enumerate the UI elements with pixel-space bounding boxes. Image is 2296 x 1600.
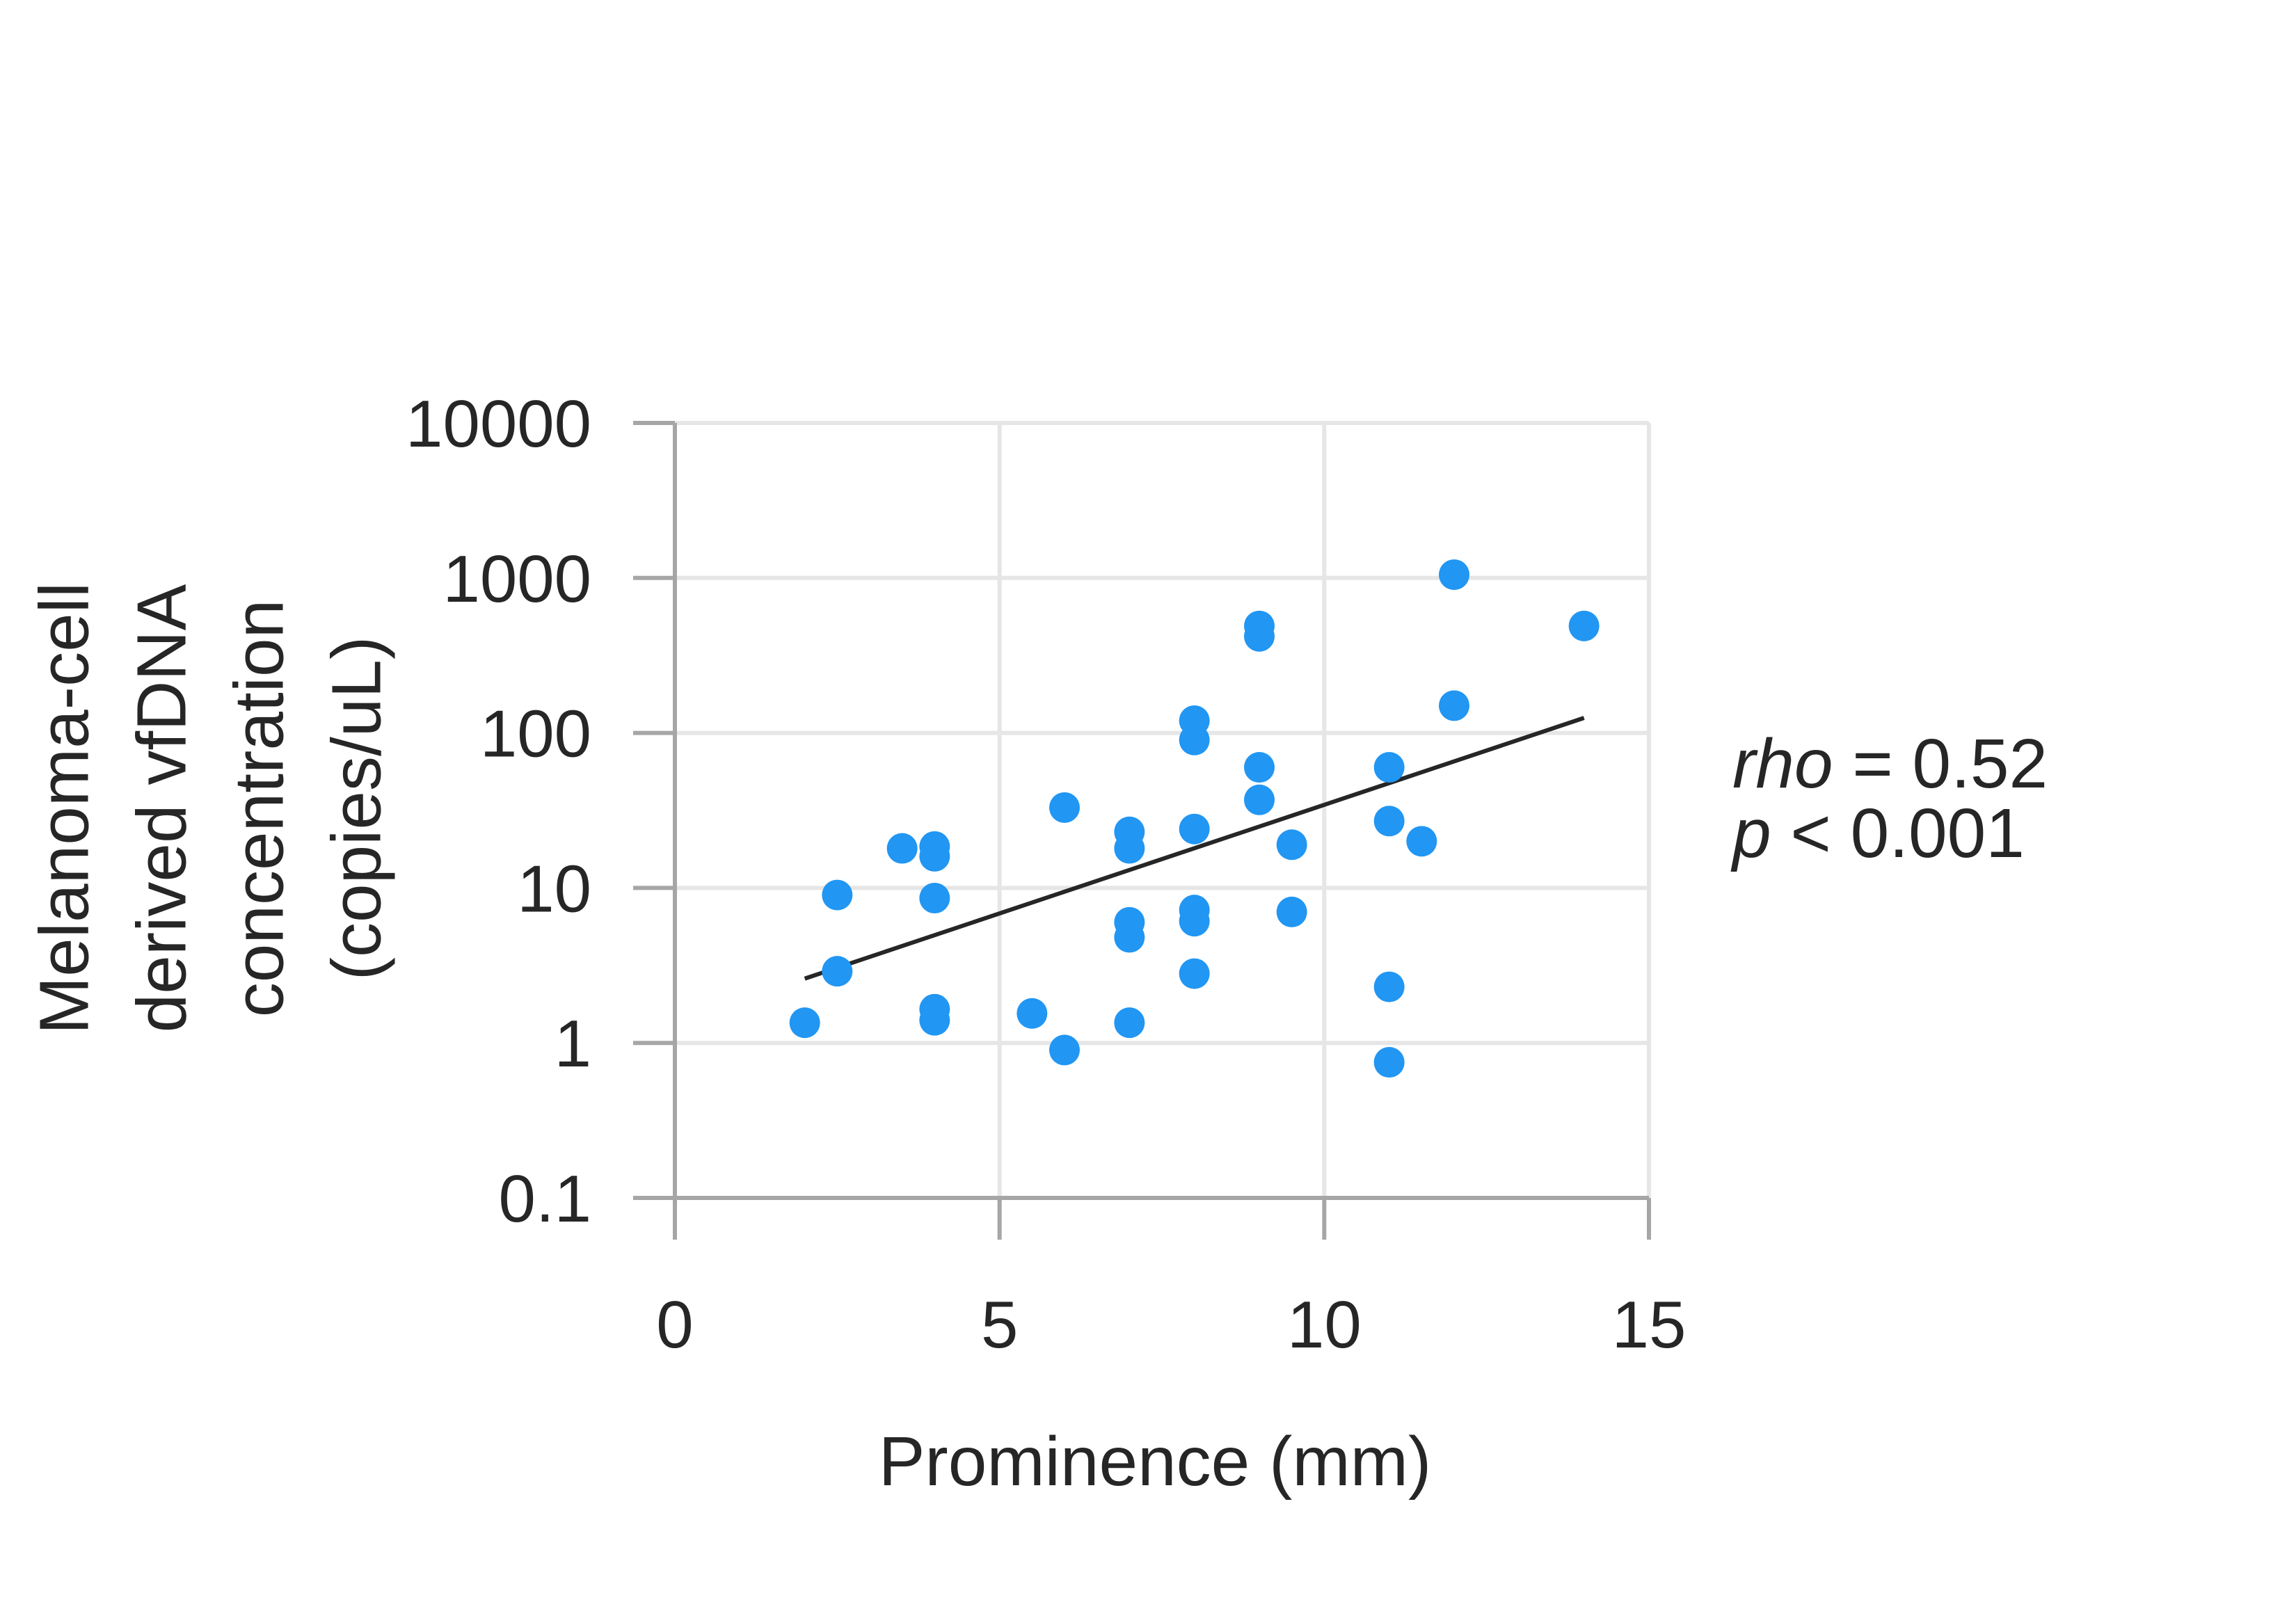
data-point [1179, 724, 1210, 755]
p-symbol: p [1730, 794, 1771, 872]
y-axis-title-line-4: (copies/uL) [317, 637, 395, 981]
data-point [1276, 829, 1307, 861]
y-axis-title: Melanoma-cell derived vfDNA concentratio… [25, 582, 395, 1034]
x-tick-label: 10 [1287, 1288, 1362, 1362]
data-point [1439, 690, 1469, 721]
data-point [1179, 813, 1210, 845]
data-point [822, 879, 853, 911]
data-point [919, 882, 950, 913]
rho-value: = 0.52 [1833, 725, 2048, 803]
axes [633, 421, 1651, 1240]
y-tick-label: 10000 [406, 387, 591, 461]
data-point [1049, 1034, 1080, 1066]
data-point [1049, 792, 1080, 823]
data-point [789, 1007, 820, 1039]
x-tick-label: 0 [656, 1288, 693, 1362]
y-tick-label: 1000 [443, 542, 591, 616]
data-point [1179, 906, 1210, 937]
data-point [1373, 806, 1405, 837]
data-point [1406, 826, 1437, 857]
data-point [822, 956, 853, 987]
y-axis-title-line-1: Melanoma-cell [25, 582, 103, 1034]
data-point [1276, 896, 1307, 927]
data-point [1114, 1007, 1145, 1039]
y-axis-title-line-3: concentration [220, 600, 298, 1017]
x-tick-label: 15 [1612, 1288, 1687, 1362]
data-point [919, 1005, 950, 1036]
grid-lines [675, 421, 1651, 1198]
data-point [1244, 752, 1275, 783]
data-point [1244, 621, 1275, 652]
y-tick-label: 1 [555, 1007, 591, 1081]
data-point [1114, 833, 1145, 864]
data-point [1017, 998, 1048, 1029]
y-tick-label: 0.1 [499, 1162, 591, 1236]
x-axis-title: Prominence (mm) [879, 1423, 1432, 1501]
data-point [1244, 784, 1275, 815]
data-point [1114, 922, 1145, 953]
data-point [919, 840, 950, 872]
data-point [1373, 1047, 1405, 1078]
y-tick-label: 100 [480, 697, 591, 771]
p-value: < 0.001 [1771, 794, 2025, 872]
y-tick-label: 10 [517, 851, 591, 926]
tick-labels: 0.1 1 10 100 1000 10000 0 5 10 15 [406, 387, 1686, 1362]
data-point [1179, 958, 1210, 989]
data-point [1373, 752, 1405, 783]
rho-annotation: rho = 0.52 [1732, 725, 2048, 803]
data-point [886, 833, 918, 864]
rho-symbol: rho [1732, 725, 1833, 803]
x-tick-label: 5 [981, 1288, 1018, 1362]
data-points [789, 559, 1600, 1078]
data-point [1373, 971, 1405, 1002]
y-axis-title-line-2: derived vfDNA [122, 584, 200, 1032]
data-point [1568, 610, 1600, 641]
trend-line [804, 716, 1585, 981]
p-annotation: p < 0.001 [1730, 794, 2025, 872]
data-point [1439, 559, 1469, 591]
